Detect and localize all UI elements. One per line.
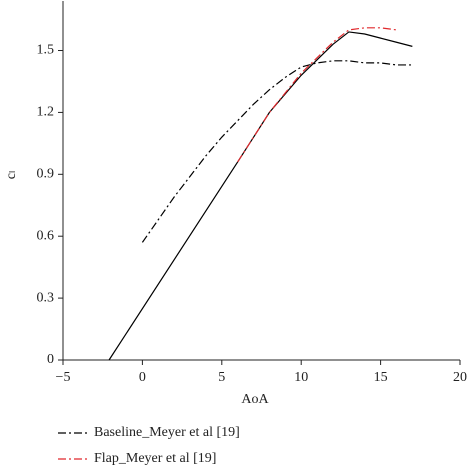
x-tick-label: 20 [453, 370, 467, 385]
y-tick-label: 0.9 [37, 167, 55, 182]
y-tick-label: 0.3 [37, 290, 55, 305]
x-tick-label: 0 [139, 370, 146, 385]
x-tick-label: 10 [294, 370, 308, 385]
y-tick-label: 0.6 [37, 228, 55, 243]
x-tick-label: −5 [56, 370, 71, 385]
legend-label: Flap_Meyer et al [19] [94, 451, 216, 466]
series-line [141, 60, 413, 243]
x-tick-label: 15 [374, 370, 388, 385]
y-tick-label: 1.2 [37, 105, 55, 120]
series-line [237, 27, 397, 163]
legend-label: Baseline_Meyer et al [19] [94, 425, 240, 440]
y-axis-label: cₗ [4, 171, 19, 180]
x-axis-label: AoA [241, 392, 269, 407]
y-tick-label: 1.5 [37, 43, 55, 58]
y-tick-label: 0 [47, 352, 54, 367]
x-tick-label: 5 [218, 370, 225, 385]
series-line [108, 31, 413, 361]
